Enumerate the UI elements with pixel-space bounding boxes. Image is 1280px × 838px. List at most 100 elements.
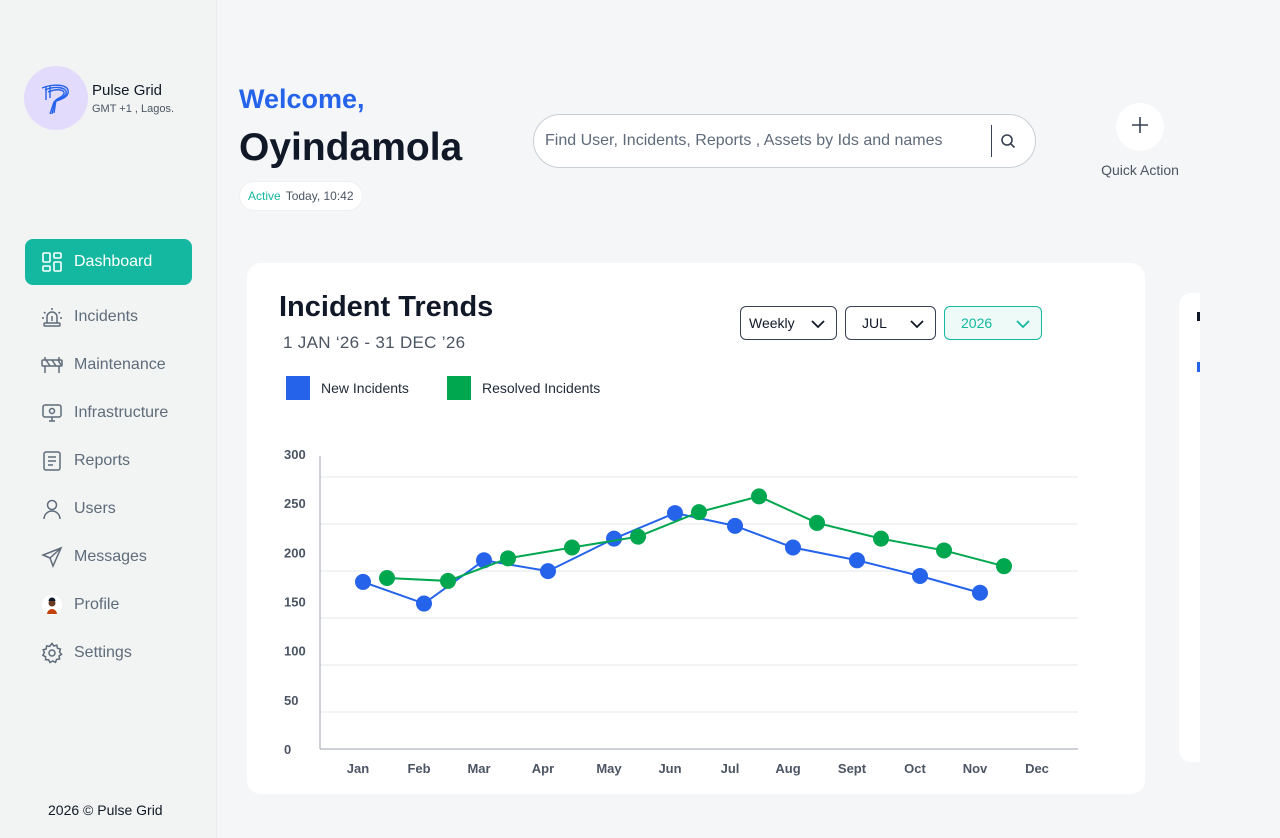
y-tick-label: 100 [284, 644, 306, 659]
quick-action-button[interactable] [1116, 103, 1164, 151]
sidebar-item-label: Dashboard [74, 253, 153, 270]
sidebar-item-label: Maintenance [74, 356, 166, 373]
sidebar-item-label: Users [74, 500, 116, 517]
legend-resolved-incidents: Resolved Incidents [447, 376, 600, 400]
x-tick-label: Oct [904, 761, 926, 776]
brand-logo-icon [24, 66, 88, 130]
year-select[interactable]: 2026 [944, 306, 1042, 340]
new-incidents-point [727, 517, 743, 534]
new-incidents-point [912, 568, 928, 585]
sidebar-item-label: Settings [74, 644, 132, 661]
barrier-icon [41, 354, 63, 376]
sidebar-item-users[interactable]: Users [25, 485, 192, 533]
new-incidents-point [355, 573, 371, 590]
resolved-incidents-point [440, 572, 456, 589]
x-tick-label: Jul [721, 761, 740, 776]
sidebar-item-dashboard[interactable]: Dashboard [25, 239, 192, 285]
welcome-text: Welcome, [239, 84, 365, 114]
status-badge: Active Today, 10:42 [239, 181, 363, 211]
document-icon [41, 450, 63, 472]
period-select-value: Weekly [749, 315, 795, 331]
resolved-incidents-point [564, 539, 580, 556]
y-tick-label: 50 [284, 693, 298, 708]
avatar-icon [41, 594, 63, 616]
month-select-value: JUL [862, 315, 887, 331]
sidebar-item-label: Messages [74, 548, 147, 565]
sidebar-item-maintenance[interactable]: Maintenance [25, 341, 192, 389]
sidebar-item-incidents[interactable]: Incidents [25, 293, 192, 341]
brand-name: Pulse Grid [92, 81, 163, 99]
search-input[interactable] [545, 132, 985, 150]
resolved-incidents-point [996, 558, 1012, 575]
new-incidents-point [416, 595, 432, 612]
x-tick-label: Nov [963, 761, 988, 776]
sidebar-item-reports[interactable]: Reports [25, 437, 192, 485]
search-divider [991, 125, 992, 157]
y-tick-label: 250 [284, 496, 306, 511]
resolved-incidents-point [500, 550, 516, 567]
y-tick-label: 150 [284, 595, 306, 610]
sidebar-nav: Dashboard Incidents Maintenance [25, 239, 192, 677]
x-tick-label: Feb [407, 761, 430, 776]
sidebar: Pulse Grid GMT +1 , Lagos. Dashboard Inc… [0, 0, 217, 838]
quick-action-label: Quick Action [1101, 162, 1179, 178]
sidebar-item-profile[interactable]: Profile [25, 581, 192, 629]
sidebar-item-label: Profile [74, 596, 120, 613]
resolved-incidents-point [809, 514, 825, 531]
new-incidents-point [476, 552, 492, 569]
resolved-incidents-point [691, 504, 707, 521]
x-tick-label: May [596, 761, 622, 776]
legend-label-resolved: Resolved Incidents [482, 380, 601, 396]
plus-icon [1130, 115, 1150, 140]
new-incidents-point [540, 563, 556, 580]
grid-icon [41, 251, 63, 273]
sidebar-item-label: Incidents [74, 308, 139, 325]
new-incidents-point [606, 530, 622, 547]
card-date-range: 1 JAN ‘26 - 31 DEC ’26 [283, 333, 466, 352]
user-name: Oyindamola [239, 126, 463, 169]
resolved-incidents-point [936, 542, 952, 559]
side-card-mark [1197, 362, 1200, 372]
sidebar-item-label: Infrastructure [74, 404, 169, 421]
x-tick-label: Aug [775, 761, 800, 776]
x-tick-label: Mar [467, 761, 490, 776]
incident-trends-chart: 0 50 100 150 200 250 300 Jan Feb Mar Apr May Jun Jul A… [284, 447, 1078, 776]
sidebar-item-infrastructure[interactable]: Infrastructure [25, 389, 192, 437]
period-select[interactable]: Weekly [740, 306, 837, 340]
chevron-down-icon [810, 316, 826, 335]
chevron-down-icon [1015, 316, 1031, 335]
legend-new-incidents: New Incidents [286, 376, 409, 400]
x-tick-label: Jan [347, 761, 369, 776]
brand: Pulse Grid GMT +1 , Lagos. [24, 66, 174, 130]
sidebar-item-messages[interactable]: Messages [25, 533, 192, 581]
monitor-icon [41, 402, 63, 424]
x-tick-label: Dec [1025, 761, 1049, 776]
side-card-peek [1179, 293, 1200, 762]
sidebar-item-label: Reports [74, 452, 131, 469]
card-title: Incident Trends [279, 291, 494, 323]
new-incidents-point [972, 584, 988, 601]
incident-trends-card: Incident Trends 1 JAN ‘26 - 31 DEC ’26 W… [247, 263, 1145, 794]
new-incidents-line [362, 512, 981, 605]
search-bar [533, 114, 1036, 168]
footer-copyright: 2026 © Pulse Grid [48, 802, 163, 818]
sidebar-item-settings[interactable]: Settings [25, 629, 192, 677]
new-incidents-point [785, 539, 801, 556]
year-select-value: 2026 [961, 315, 993, 331]
legend-swatch-resolved [447, 376, 471, 400]
gear-icon [41, 642, 63, 664]
search-icon[interactable] [1000, 133, 1016, 149]
resolved-incidents-point [630, 528, 646, 545]
y-tick-label: 0 [284, 742, 291, 757]
side-card-mark [1197, 312, 1200, 321]
y-tick-label: 300 [284, 447, 306, 462]
resolved-incidents-point [379, 569, 395, 586]
send-icon [41, 546, 63, 568]
siren-icon [41, 306, 63, 328]
x-tick-label: Apr [532, 761, 554, 776]
user-icon [41, 498, 63, 520]
month-select[interactable]: JUL [845, 306, 936, 340]
resolved-incidents-point [751, 488, 767, 505]
resolved-incidents-point [873, 530, 889, 547]
status-time: Today, 10:42 [285, 189, 354, 203]
